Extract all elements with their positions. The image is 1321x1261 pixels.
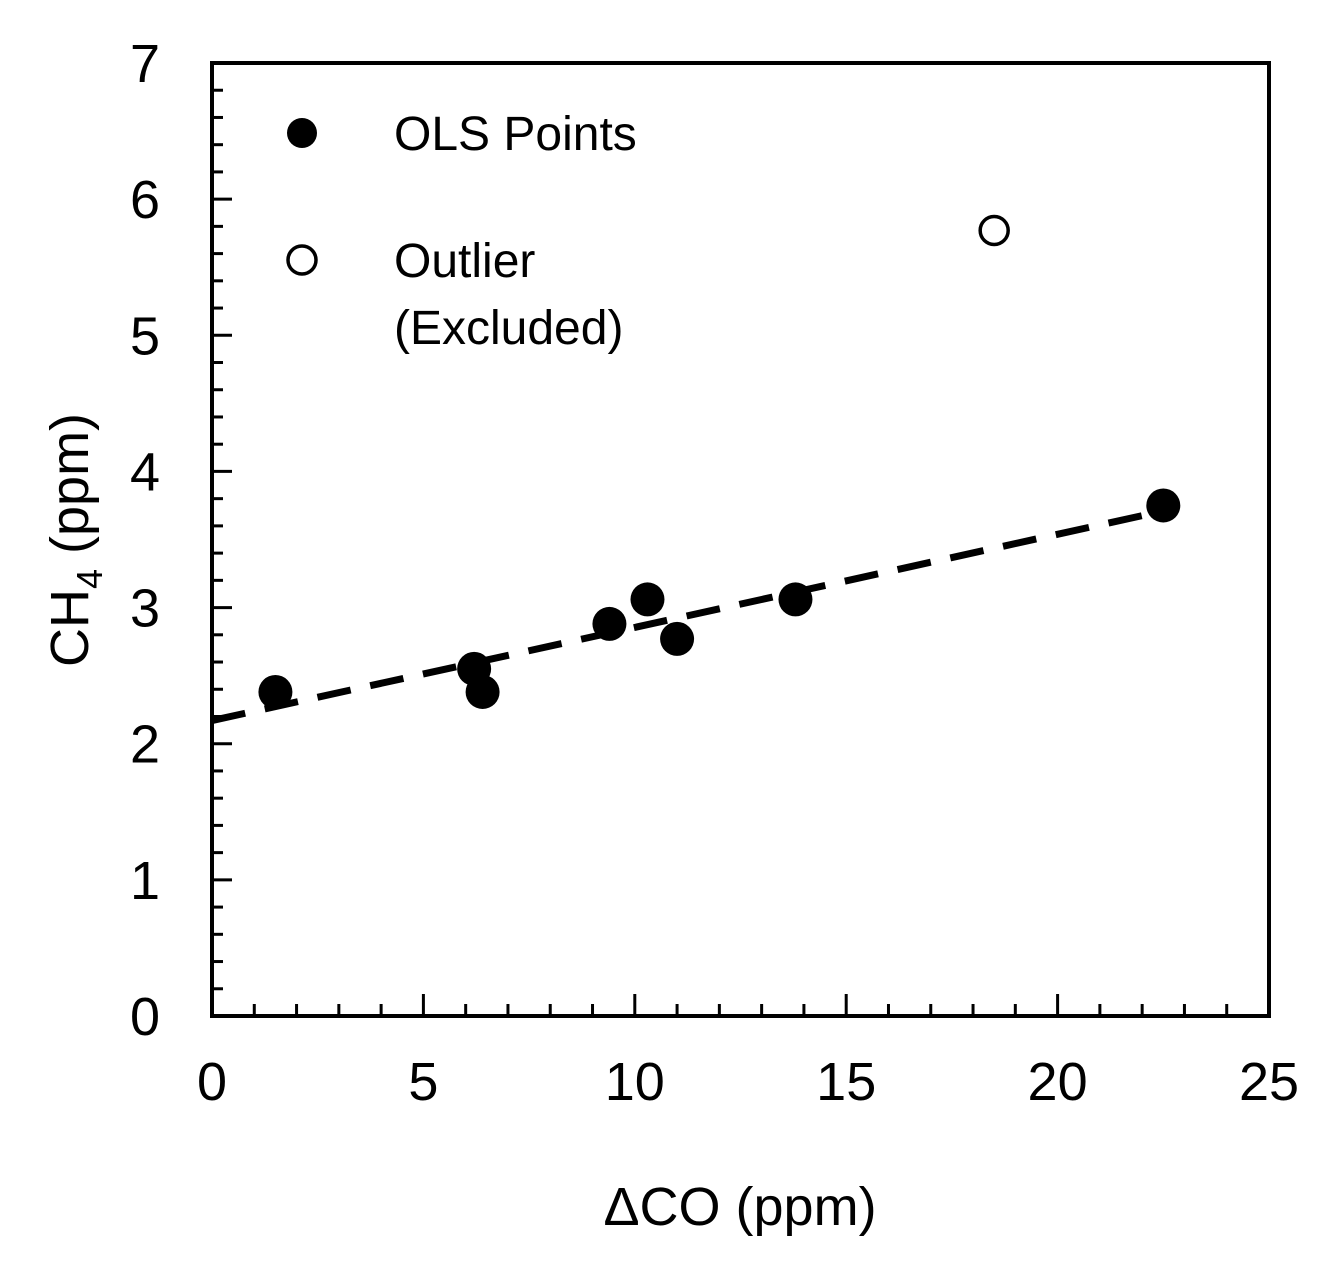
x-tick-label: 10 bbox=[605, 1052, 665, 1112]
data-points-layer bbox=[258, 214, 1181, 709]
ols-data-point bbox=[258, 674, 293, 709]
outlier-data-point bbox=[978, 214, 1010, 247]
axis-ticks bbox=[210, 61, 1271, 1018]
ols-data-point bbox=[465, 674, 500, 709]
x-tick-label: 20 bbox=[1028, 1052, 1088, 1112]
x-tick-labels: 0 5 10 15 20 25 bbox=[197, 1052, 1299, 1112]
y-tick-labels: 0 1 2 3 4 5 6 7 bbox=[130, 34, 160, 1047]
x-tick-label: 0 bbox=[197, 1052, 227, 1112]
ols-data-point bbox=[778, 582, 813, 617]
ols-data-point bbox=[660, 621, 695, 656]
legend-label-outlier-line2: (Excluded) bbox=[394, 302, 623, 355]
ols-data-point bbox=[1146, 488, 1181, 523]
x-tick-label: 5 bbox=[408, 1052, 438, 1112]
y-tick-label: 3 bbox=[130, 579, 160, 639]
ols-fit-line bbox=[211, 504, 1177, 724]
legend-label-ols: OLS Points bbox=[394, 108, 637, 161]
y-tick-label: 0 bbox=[130, 987, 160, 1047]
plot-area-frame bbox=[210, 61, 1271, 1018]
y-tick-label: 6 bbox=[130, 170, 160, 230]
y-axis-title: CH4 (ppm) bbox=[40, 413, 110, 667]
legend: OLS Points Outlier (Excluded) bbox=[286, 108, 637, 355]
legend-marker-outlier bbox=[286, 244, 318, 276]
y-tick-label: 2 bbox=[130, 715, 160, 775]
y-tick-label: 5 bbox=[130, 306, 160, 366]
x-tick-label: 15 bbox=[816, 1052, 876, 1112]
legend-label-outlier: Outlier bbox=[394, 235, 535, 288]
y-tick-label: 4 bbox=[130, 442, 160, 502]
y-tick-label: 7 bbox=[130, 34, 160, 94]
x-axis-title: ΔCO (ppm) bbox=[603, 1177, 876, 1237]
ols-data-point bbox=[592, 606, 627, 641]
y-tick-label: 1 bbox=[130, 851, 160, 911]
fit-line-layer bbox=[211, 504, 1177, 724]
ols-data-point bbox=[630, 582, 665, 617]
legend-marker-ols bbox=[287, 118, 317, 148]
x-tick-label: 25 bbox=[1239, 1052, 1299, 1112]
